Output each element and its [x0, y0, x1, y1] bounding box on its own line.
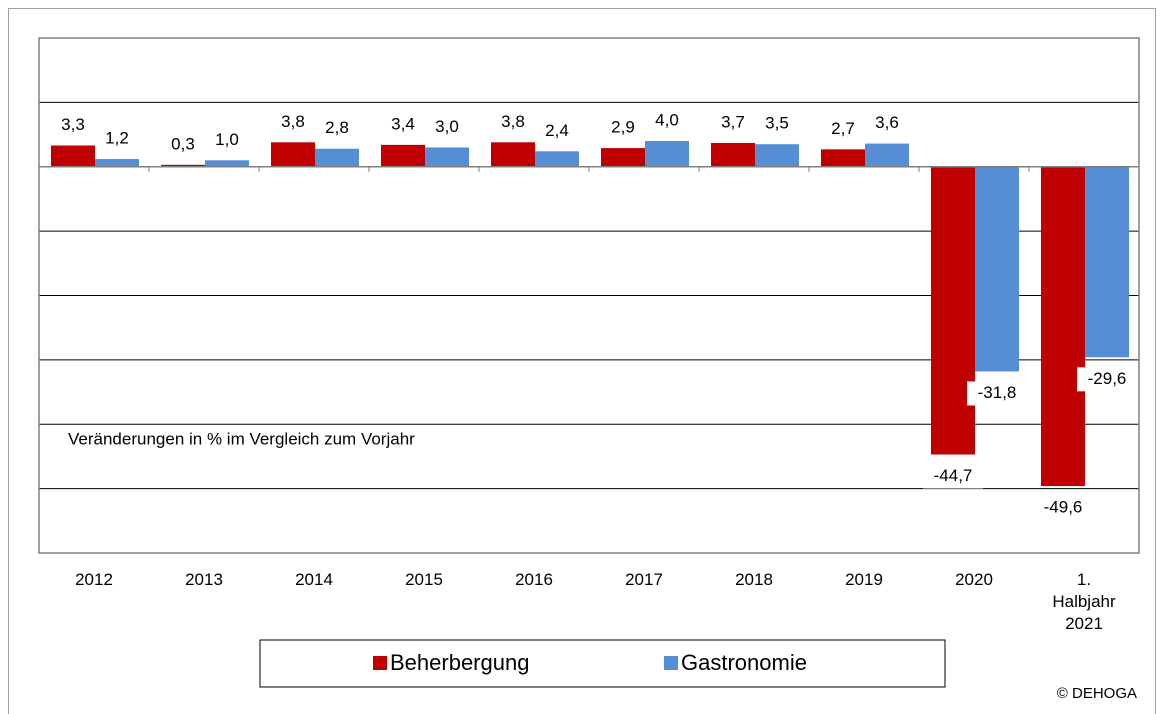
value-label: 0,3 — [171, 134, 195, 153]
value-label: 3,0 — [435, 117, 459, 136]
legend-box — [259, 639, 946, 688]
value-label: -44,7 — [934, 466, 973, 485]
bar — [161, 164, 205, 167]
bar — [205, 160, 249, 167]
bar — [865, 143, 909, 167]
bar — [491, 142, 535, 167]
bar — [931, 166, 975, 455]
label-bg — [923, 464, 983, 489]
x-tick-label: 2015 — [405, 570, 443, 589]
legend-label: Beherbergung — [390, 650, 529, 675]
value-label: 1,0 — [215, 130, 239, 149]
bar — [381, 144, 425, 167]
outer-frame — [8, 8, 1156, 714]
bar — [1041, 166, 1085, 487]
value-label: 3,4 — [391, 114, 415, 133]
x-tick-label: 2016 — [515, 570, 553, 589]
value-label: 3,8 — [281, 112, 305, 131]
value-label: 2,4 — [545, 121, 569, 140]
value-label: 2,7 — [831, 119, 855, 138]
label-bg — [1077, 367, 1137, 392]
bar — [271, 142, 315, 167]
bar — [755, 144, 799, 167]
value-label: -31,8 — [978, 383, 1017, 402]
label-bg — [967, 381, 1027, 406]
x-tick-label: 2012 — [75, 570, 113, 589]
plot-frame — [38, 37, 1140, 554]
bar — [711, 142, 755, 167]
x-tick-label: 1. Halbjahr 2021 — [1052, 570, 1116, 633]
bar — [535, 151, 579, 167]
legend-swatch — [373, 656, 387, 670]
bar — [315, 148, 359, 167]
x-tick-label: 2014 — [295, 570, 333, 589]
value-label: 3,6 — [875, 113, 899, 132]
bar — [601, 148, 645, 167]
bar — [975, 166, 1019, 372]
value-label: 2,8 — [325, 118, 349, 137]
value-label: 3,7 — [721, 112, 745, 131]
bar — [645, 141, 689, 167]
value-label: 2,9 — [611, 118, 635, 137]
value-label: 3,3 — [61, 115, 85, 134]
label-bg — [1033, 496, 1093, 521]
legend-swatch — [664, 656, 678, 670]
bar — [821, 149, 865, 167]
x-tick-label: 2017 — [625, 570, 663, 589]
x-tick-label: 2018 — [735, 570, 773, 589]
value-label: 3,8 — [501, 112, 525, 131]
value-label: 1,2 — [105, 129, 129, 148]
value-label: -29,6 — [1088, 369, 1127, 388]
value-label: 4,0 — [655, 110, 679, 129]
x-tick-label: 2013 — [185, 570, 223, 589]
bar — [1085, 166, 1129, 358]
value-label: -49,6 — [1044, 498, 1083, 517]
bar — [95, 159, 139, 167]
legend-label: Gastronomie — [681, 650, 807, 675]
bar — [51, 145, 95, 167]
x-tick-label: 2020 — [955, 570, 993, 589]
source-note: © DEHOGA — [1057, 685, 1137, 702]
annotation: Veränderungen in % im Vergleich zum Vorj… — [68, 429, 415, 448]
value-label: 3,5 — [765, 114, 789, 133]
bar — [425, 147, 469, 167]
x-tick-label: 2019 — [845, 570, 883, 589]
